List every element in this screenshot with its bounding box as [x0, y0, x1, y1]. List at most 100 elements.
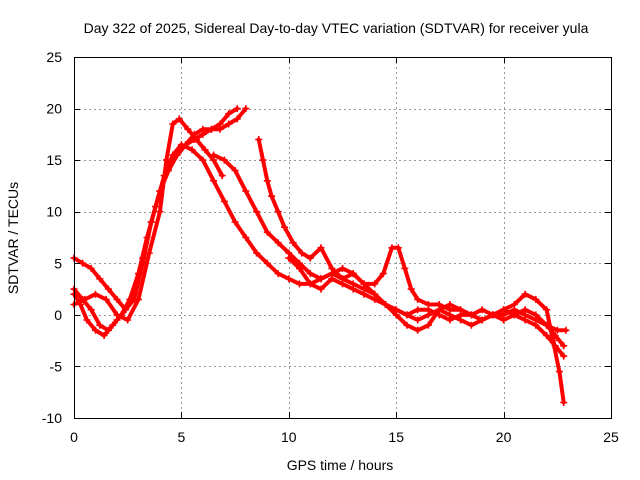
data-point — [289, 239, 297, 247]
data-point — [339, 280, 346, 288]
data-point — [188, 146, 196, 154]
data-point — [392, 306, 400, 314]
data-point — [79, 259, 87, 267]
data-point — [403, 311, 411, 319]
data-point — [500, 311, 508, 319]
data-point — [467, 321, 475, 329]
data-point — [199, 130, 207, 138]
x-tick-label: 10 — [281, 429, 297, 445]
data-point — [184, 125, 192, 133]
data-point — [253, 208, 261, 216]
data-point — [192, 136, 200, 143]
axis-ticks: 0 5 10 15 20 25 -10 -5 0 5 10 15 20 25 — [42, 49, 619, 445]
data-point — [220, 197, 228, 205]
data-point — [382, 301, 389, 308]
data-point — [96, 321, 104, 329]
data-point — [510, 306, 518, 314]
data-point — [407, 285, 415, 293]
data-point — [521, 290, 529, 298]
data-point — [401, 264, 409, 272]
data-point — [169, 151, 177, 159]
data-point — [225, 110, 233, 118]
data-point — [259, 156, 267, 164]
data-point — [145, 249, 153, 257]
data-point — [201, 146, 209, 154]
chart-title: Day 322 of 2025, Sidereal Day-to-day VTE… — [84, 20, 589, 36]
data-point — [478, 306, 486, 314]
data-point — [100, 332, 108, 339]
data-point — [360, 280, 368, 288]
data-point — [92, 290, 99, 298]
data-point — [339, 264, 346, 272]
y-tick-label: -10 — [42, 410, 62, 426]
data-point — [96, 275, 104, 283]
data-point — [414, 316, 422, 324]
data-point — [467, 311, 475, 319]
data-point — [274, 270, 282, 278]
series-track-6 — [255, 136, 568, 406]
data-point — [435, 306, 443, 314]
data-point — [117, 311, 125, 319]
data-point — [225, 120, 233, 128]
data-point — [424, 301, 432, 308]
data-point — [104, 285, 112, 293]
data-point — [394, 244, 402, 252]
data-point — [76, 301, 84, 308]
data-point — [263, 177, 271, 185]
data-point — [306, 280, 314, 288]
data-point — [263, 259, 271, 267]
data-point — [134, 270, 142, 278]
data-point — [296, 264, 303, 272]
y-axis-label: SDTVAR / TECUs — [5, 182, 21, 294]
y-tick-label: 10 — [46, 204, 62, 220]
data-point — [81, 295, 89, 303]
data-point — [274, 208, 282, 216]
data-point — [296, 280, 303, 288]
data-point — [124, 316, 132, 324]
series-line — [72, 116, 225, 322]
series-line — [256, 137, 566, 405]
data-point — [143, 234, 151, 241]
data-point — [489, 311, 497, 319]
plot-frame — [74, 57, 612, 419]
data-point — [210, 151, 218, 159]
data-point — [242, 187, 250, 195]
data-points — [70, 105, 570, 406]
y-tick-label: 20 — [46, 101, 62, 117]
data-point — [233, 115, 241, 123]
data-point — [521, 311, 529, 319]
data-point — [549, 337, 557, 345]
y-tick-label: 5 — [54, 255, 62, 271]
data-point — [83, 316, 91, 324]
data-point — [560, 352, 568, 360]
data-point — [562, 326, 570, 334]
data-point — [274, 239, 282, 247]
data-point — [298, 249, 306, 257]
series-line — [211, 153, 566, 348]
data-point — [220, 156, 228, 164]
data-point — [242, 105, 250, 113]
x-tick-label: 0 — [70, 429, 78, 445]
data-point — [478, 316, 486, 324]
data-point — [268, 192, 276, 200]
data-point — [371, 295, 379, 303]
data-point — [317, 285, 325, 293]
data-point — [555, 368, 563, 376]
data-point — [403, 321, 411, 329]
y-tick-label: 0 — [54, 307, 62, 323]
data-point — [134, 295, 142, 303]
data-point — [218, 172, 226, 180]
data-point — [253, 249, 261, 257]
data-point — [446, 311, 454, 319]
data-point — [543, 332, 551, 339]
data-point — [126, 295, 134, 303]
data-point — [317, 275, 325, 283]
data-point — [87, 306, 95, 314]
data-point — [169, 120, 177, 128]
x-axis-label: GPS time / hours — [287, 457, 394, 473]
data-point — [216, 125, 224, 133]
data-point — [199, 156, 207, 164]
grid-lines — [74, 57, 611, 418]
data-point — [371, 280, 379, 288]
